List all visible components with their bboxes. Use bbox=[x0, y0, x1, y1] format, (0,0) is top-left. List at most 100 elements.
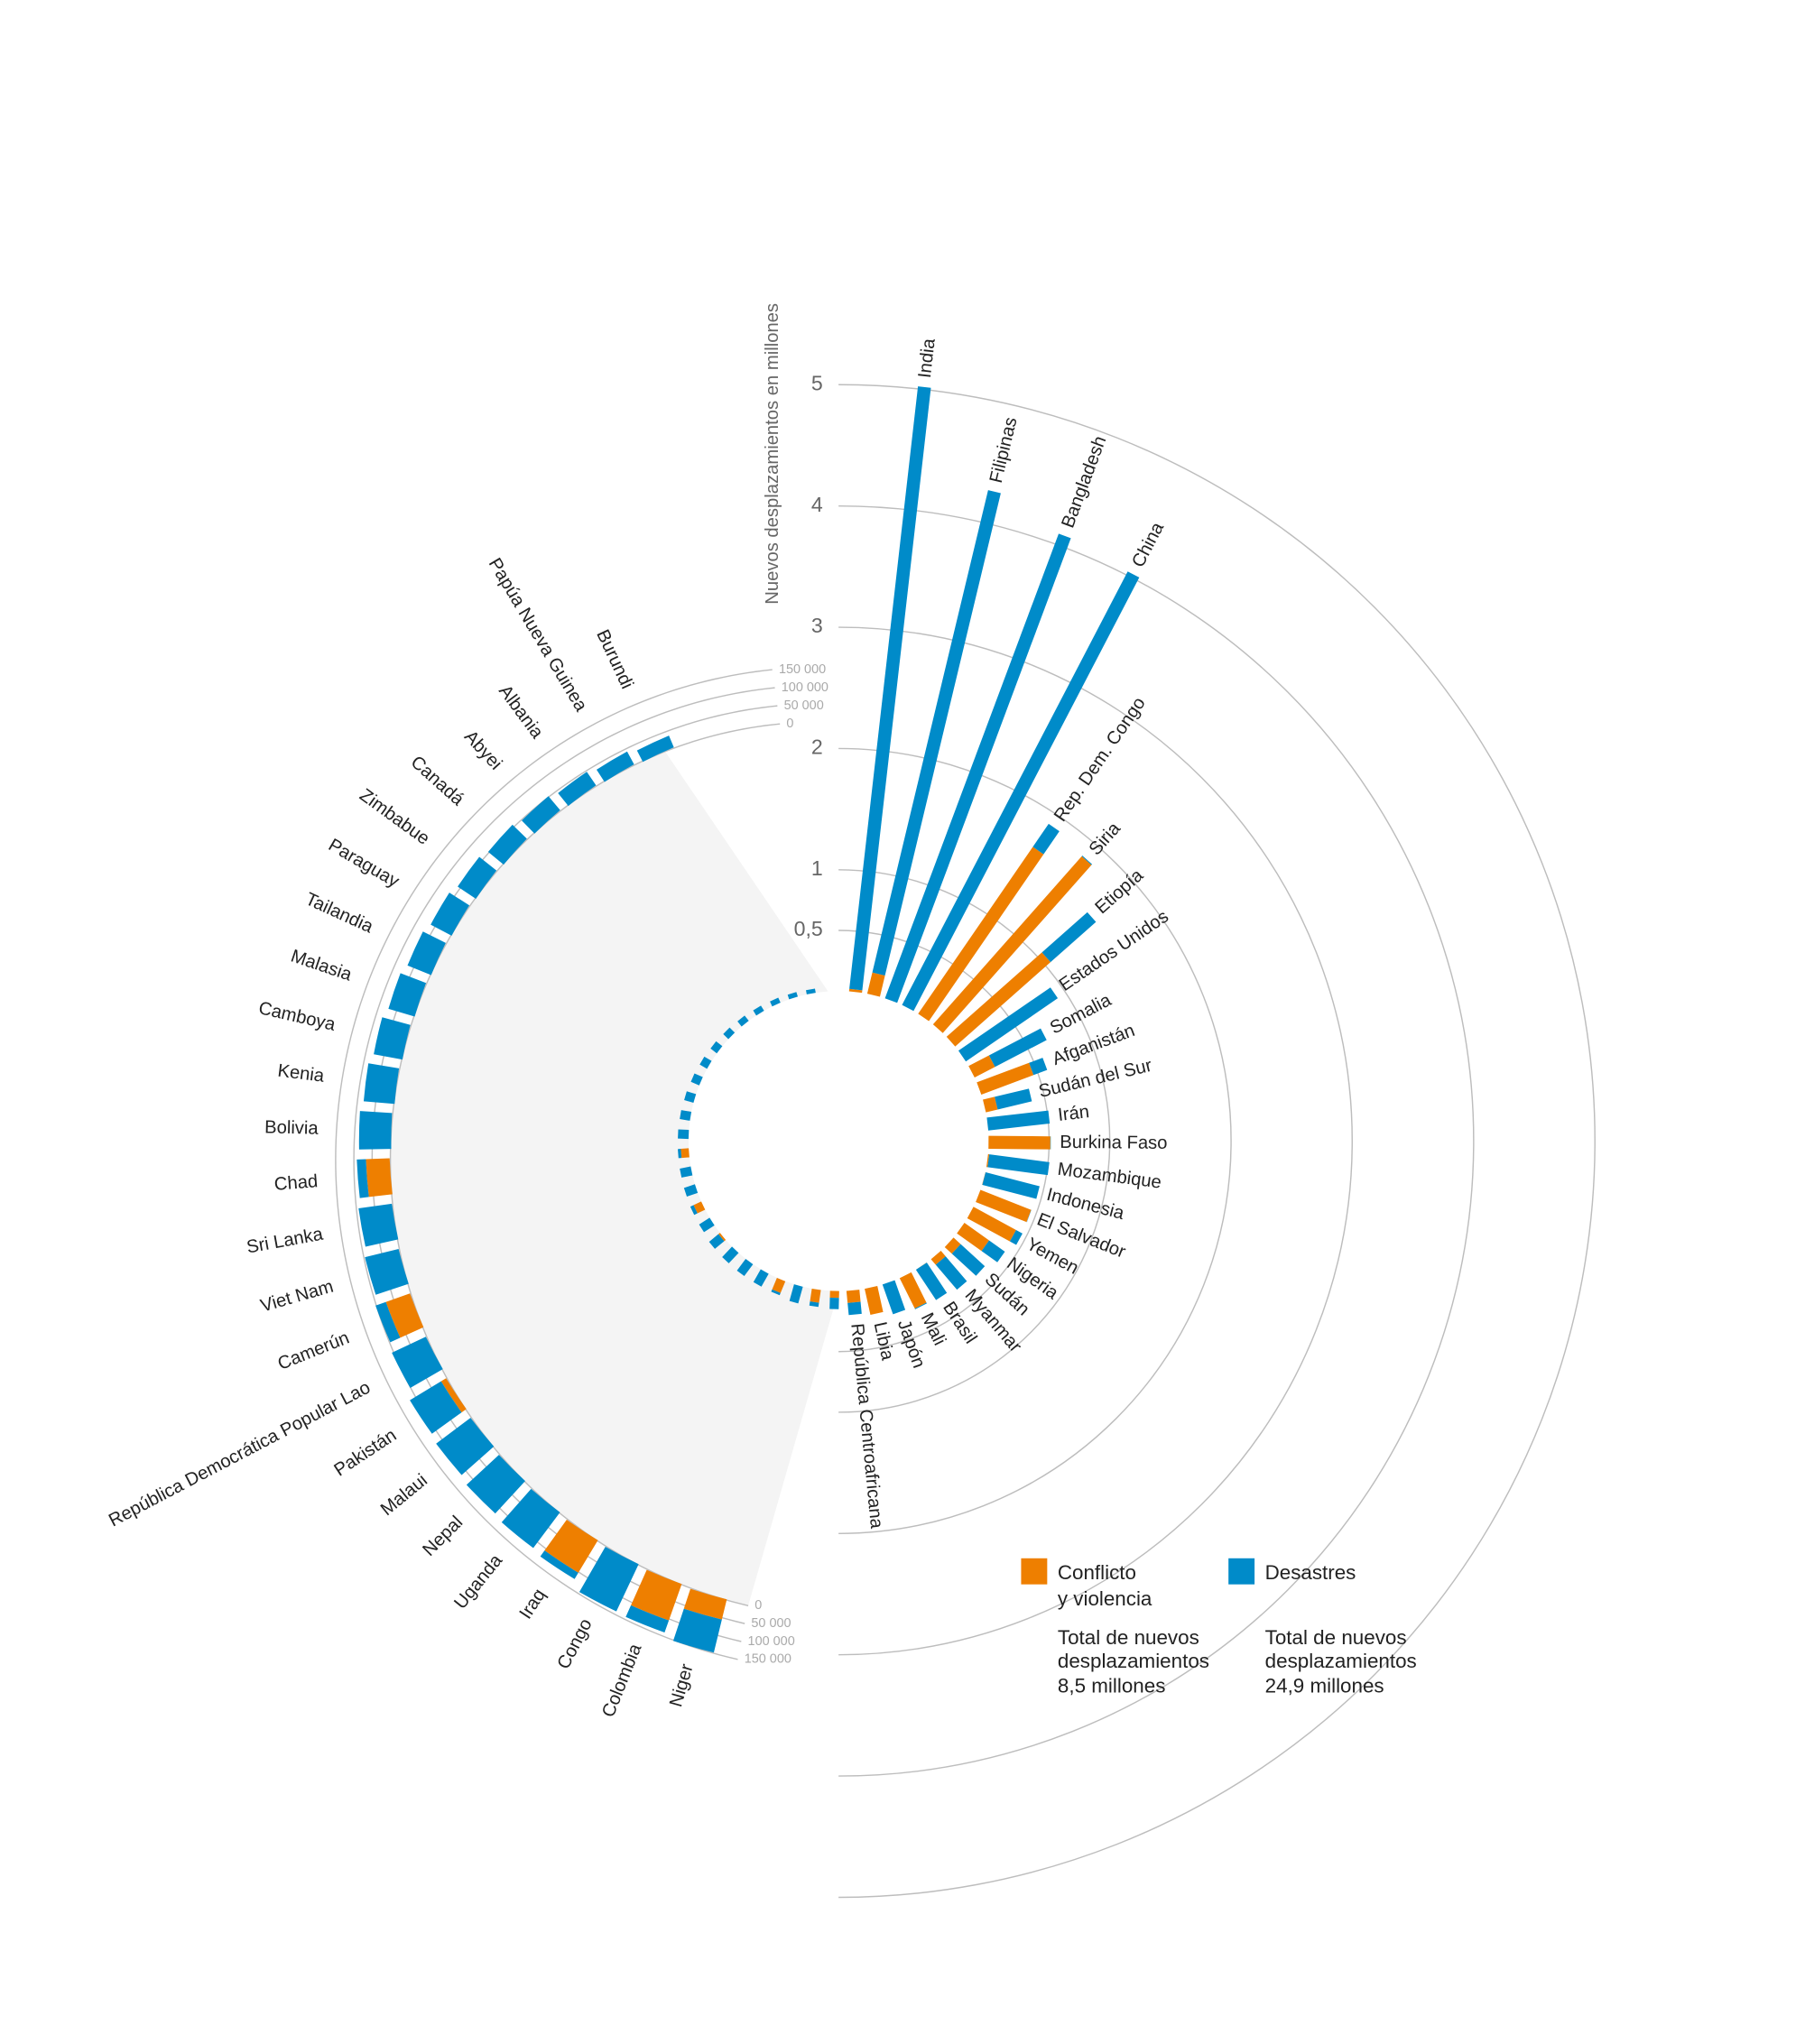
legend-label: Desastres bbox=[1265, 1561, 1356, 1584]
zoom-bar-segment bbox=[392, 1336, 443, 1388]
zoom-bar-segment bbox=[365, 1248, 409, 1295]
inner-bar-segment bbox=[809, 1301, 819, 1308]
zoom-bar-segment bbox=[501, 1488, 560, 1549]
grid-arc bbox=[838, 747, 1232, 1535]
grid-arc bbox=[838, 384, 1596, 1899]
zoom-tick-label: 50 000 bbox=[751, 1616, 791, 1631]
inner-bar-segment bbox=[684, 1091, 697, 1104]
inner-bar-segment bbox=[737, 1015, 749, 1027]
category-label: Etiopía bbox=[1091, 865, 1147, 919]
bar-segment bbox=[882, 1280, 906, 1315]
zoom-category-label: Albania bbox=[495, 681, 547, 743]
zoom-tick-label: 0 bbox=[754, 1598, 762, 1613]
bar-segment bbox=[884, 533, 1071, 1004]
legend-swatch bbox=[1228, 1558, 1255, 1585]
zoom-bar-segment bbox=[436, 1418, 495, 1475]
zoom-bar-segment bbox=[374, 1017, 411, 1060]
bar-segment bbox=[958, 987, 1059, 1062]
y-tick-label: 3 bbox=[811, 614, 823, 637]
total-annotation: Total de nuevos desplazamientos 8,5 mill… bbox=[1057, 1627, 1209, 1697]
inner-bar-segment bbox=[680, 1166, 693, 1178]
zoom-tick-label: 150 000 bbox=[745, 1652, 791, 1667]
zoom-bar-segment bbox=[366, 1158, 393, 1198]
bar-segment bbox=[930, 1251, 946, 1265]
zoom-category-label: Kenia bbox=[276, 1061, 326, 1087]
category-label: India bbox=[915, 337, 940, 379]
y-tick-label: 1 bbox=[811, 856, 823, 880]
grid-arc bbox=[838, 504, 1475, 1777]
bar-segment bbox=[866, 972, 885, 997]
zoom-bar-segment bbox=[544, 1519, 598, 1573]
zoom-wedge bbox=[390, 751, 839, 1606]
zoom-category-label: Camboya bbox=[256, 998, 338, 1035]
inner-bar-segment bbox=[710, 1040, 723, 1054]
bar-segment bbox=[986, 1110, 1051, 1131]
bar-segment bbox=[1029, 1058, 1048, 1076]
zoom-category-label: Iraq bbox=[516, 1586, 551, 1623]
total-box: Total de nuevos desplazamientos 24,9 mil… bbox=[1264, 1627, 1417, 1697]
zoom-tick-label: 50 000 bbox=[784, 698, 824, 713]
zoom-bar-segment bbox=[440, 1378, 467, 1413]
bar-segment bbox=[865, 1286, 884, 1316]
zoom-category-label: Tailandia bbox=[302, 889, 376, 937]
y-tick-label: 2 bbox=[811, 735, 823, 759]
legend-swatch bbox=[1021, 1558, 1048, 1585]
bar-segment bbox=[849, 386, 931, 991]
inner-bar-segment bbox=[722, 1246, 739, 1263]
zoom-bar-segment bbox=[522, 796, 560, 834]
chart-root: 0,5 1 2 3 4 5 Nuevos desplazamientos en millon… bbox=[106, 303, 1596, 1899]
zoom-category-label: Uganda bbox=[450, 1550, 506, 1613]
zoom-bar-segment bbox=[388, 973, 427, 1017]
inner-bar-segment bbox=[680, 1148, 690, 1159]
zoom-bar-segment bbox=[625, 1605, 670, 1632]
category-label: Mozambique bbox=[1057, 1160, 1163, 1193]
inner-bar-segment bbox=[690, 1073, 703, 1086]
category-label: Estados Unidos bbox=[1056, 907, 1172, 995]
inner-bar-segment bbox=[690, 1205, 698, 1216]
inner-bar-segment bbox=[770, 997, 781, 1007]
inner-bar-segment bbox=[771, 1289, 781, 1296]
zoom-bar-segment bbox=[375, 1301, 401, 1343]
zoom-category-label: Sri Lanka bbox=[245, 1225, 326, 1258]
zoom-category-label: Canadá bbox=[407, 753, 468, 810]
zoom-bar-segment bbox=[597, 751, 634, 782]
bar-segment bbox=[977, 1062, 1034, 1095]
inner-bar-segment bbox=[718, 1233, 727, 1242]
bar-segment bbox=[988, 1135, 1051, 1150]
legend-label-line: Desastres bbox=[1265, 1561, 1356, 1584]
zoom-category-label: Bolivia bbox=[264, 1117, 319, 1138]
bar-segment bbox=[915, 1262, 948, 1300]
zoom-category-label: Congo bbox=[554, 1615, 597, 1672]
zoom-bar-segment bbox=[430, 893, 470, 936]
y-tick-label: 0,5 bbox=[794, 917, 823, 940]
total-annotation: Total de nuevos desplazamientos 24,9 mil… bbox=[1264, 1627, 1417, 1697]
zoom-bar-segment bbox=[466, 1455, 525, 1514]
zoom-tick-label: 100 000 bbox=[782, 680, 828, 695]
total-box: Total de nuevos desplazamientos 8,5 mill… bbox=[1057, 1627, 1209, 1697]
inner-bar-segment bbox=[736, 1258, 754, 1277]
bar-segment bbox=[1041, 911, 1097, 963]
zoom-category-label: Zimbabue bbox=[356, 785, 433, 849]
bar-segment bbox=[918, 846, 1044, 1022]
zoom-bar-segment bbox=[579, 1547, 639, 1612]
inner-bar-segment bbox=[693, 1201, 706, 1214]
grid-arc bbox=[838, 626, 1354, 1656]
category-label: Siria bbox=[1086, 819, 1125, 859]
zoom-tick-label: 100 000 bbox=[748, 1634, 795, 1649]
zoom-category-label: Pakistán bbox=[331, 1425, 401, 1480]
legend-label: Conflicto y violencia bbox=[1058, 1561, 1152, 1610]
bar-segment bbox=[957, 1222, 989, 1252]
zoom-bar-segment bbox=[487, 824, 527, 865]
bar-segment bbox=[902, 571, 1140, 1012]
legend-label-line: Conflicto bbox=[1058, 1561, 1142, 1584]
zoom-category-label: Niger bbox=[666, 1661, 698, 1709]
bar-segment bbox=[968, 1055, 995, 1078]
inner-bar-segment bbox=[753, 1269, 769, 1287]
bar-segment bbox=[935, 1256, 967, 1290]
zoom-bar-segment bbox=[410, 1381, 462, 1434]
inner-bar-segment bbox=[723, 1027, 736, 1040]
zoom-bar-segment bbox=[636, 735, 674, 763]
bar-segment bbox=[987, 1154, 1050, 1176]
